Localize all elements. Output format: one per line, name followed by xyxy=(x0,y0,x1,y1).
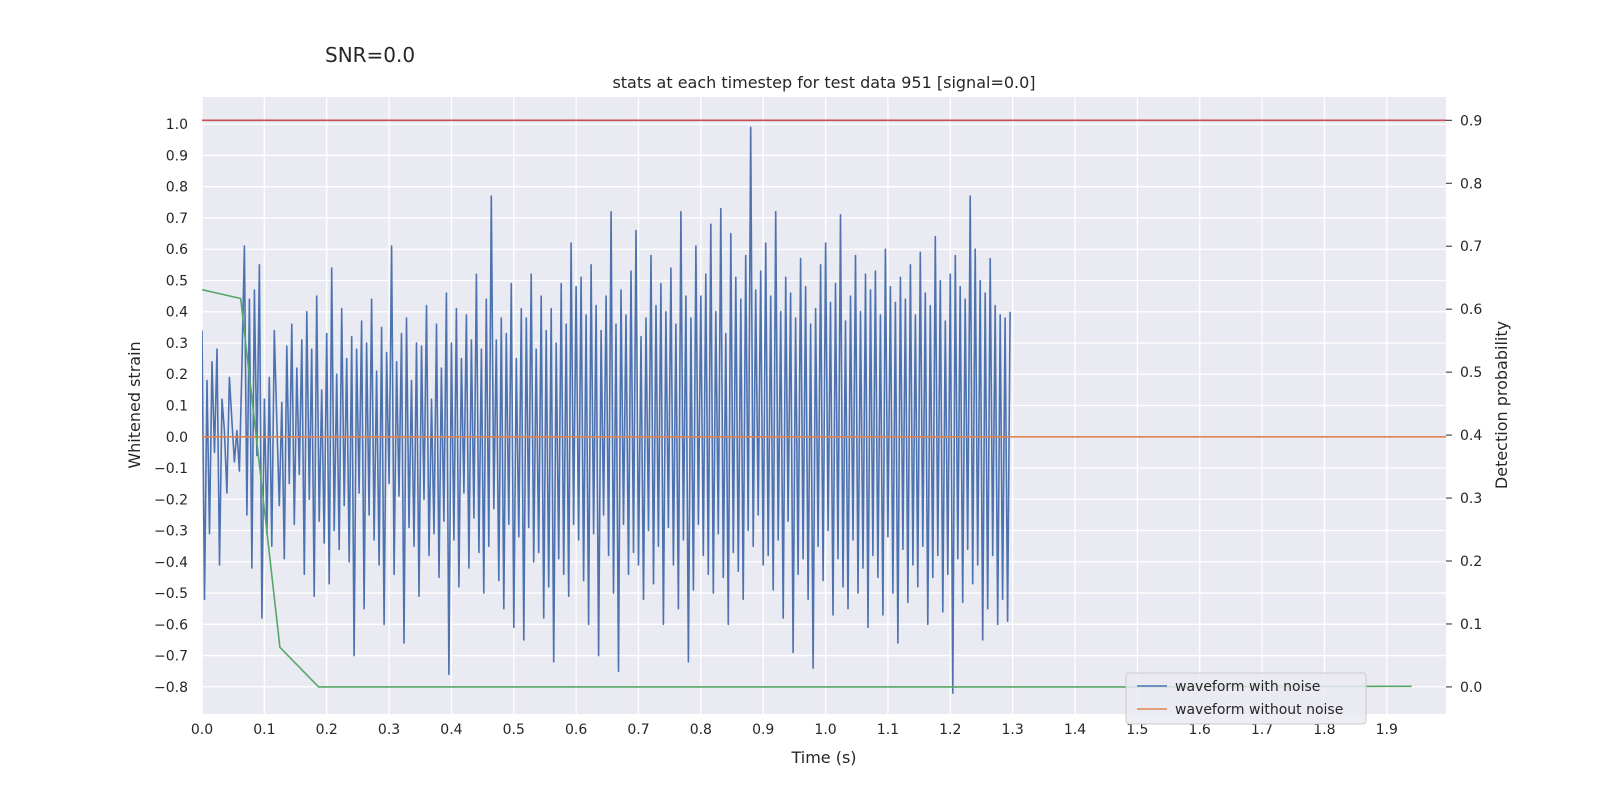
y-tick-label: 0.8 xyxy=(166,180,188,196)
y2-tick-label: 0.4 xyxy=(1460,428,1482,444)
y2-tick-label: 0.3 xyxy=(1460,491,1482,507)
y-axis-right: 0.9 0.8 0.7 0.6 0.5 0.4 0.3 0.2 0.1 0.0 xyxy=(1446,113,1482,696)
x-tick-label: 1.9 xyxy=(1376,722,1398,738)
y-tick-label: 0.9 xyxy=(166,148,188,164)
x-tick-label: 0.0 xyxy=(191,722,213,738)
x-tick-label: 1.5 xyxy=(1126,722,1148,738)
y-tick-label: −0.4 xyxy=(154,555,188,571)
y-tick-label: −0.7 xyxy=(154,649,188,665)
legend: waveform with noise waveform without noi… xyxy=(1125,672,1367,725)
y-axis-left: 1.0 0.9 0.8 0.7 0.6 0.5 0.4 0.3 0.2 0.1 0.0 −0.1 −0.… xyxy=(154,117,188,696)
y-tick-label: −0.2 xyxy=(154,492,188,508)
y-tick-label: 0.5 xyxy=(166,273,188,289)
y-tick-label: 1.0 xyxy=(166,117,188,133)
y-tick-label: −0.8 xyxy=(154,680,188,696)
y2-tick-label: 0.0 xyxy=(1460,680,1482,696)
x-tick-label: 1.6 xyxy=(1189,722,1211,738)
x-tick-label: 0.7 xyxy=(627,722,649,738)
y-tick-label: −0.5 xyxy=(154,586,188,602)
x-axis-label: Time (s) xyxy=(790,748,856,767)
y-tick-label: 0.6 xyxy=(166,242,188,258)
x-tick-label: 1.7 xyxy=(1251,722,1273,738)
x-axis: 0.0 0.1 0.2 0.3 0.4 0.5 0.6 0.7 0.8 0.9 1.0 1.1 1.2 1… xyxy=(191,722,1398,738)
legend-label-noise: waveform with noise xyxy=(1175,679,1320,695)
x-tick-label: 0.9 xyxy=(752,722,774,738)
y2-tick-label: 0.7 xyxy=(1460,239,1482,255)
x-tick-label: 1.2 xyxy=(939,722,961,738)
y2-tick-label: 0.9 xyxy=(1460,113,1482,129)
y2-axis-label: Detection probability xyxy=(1492,321,1511,489)
y2-tick-label: 0.6 xyxy=(1460,302,1482,318)
y2-tick-label: 0.5 xyxy=(1460,365,1482,381)
x-tick-label: 0.8 xyxy=(690,722,712,738)
series-noise-line xyxy=(202,126,1011,694)
y-tick-label: 0.1 xyxy=(166,399,188,415)
y2-tick-label: 0.1 xyxy=(1460,617,1482,633)
y-tick-label: −0.1 xyxy=(154,461,188,477)
chart-title: stats at each timestep for test data 951… xyxy=(612,73,1035,92)
x-tick-label: 1.8 xyxy=(1313,722,1335,738)
y-tick-label: 0.7 xyxy=(166,211,188,227)
x-tick-label: 1.1 xyxy=(877,722,899,738)
series-probability-line xyxy=(202,288,1412,688)
x-tick-label: 1.3 xyxy=(1001,722,1023,738)
grid xyxy=(201,97,1446,714)
y2-tick-label: 0.8 xyxy=(1460,176,1482,192)
x-tick-label: 0.5 xyxy=(503,722,525,738)
series-layer xyxy=(202,119,1446,694)
x-tick-label: 0.1 xyxy=(253,722,275,738)
x-tick-label: 0.6 xyxy=(565,722,587,738)
x-tick-label: 1.0 xyxy=(814,722,836,738)
y-tick-label: −0.6 xyxy=(154,617,188,633)
suptitle: SNR=0.0 xyxy=(325,43,415,67)
legend-label-clean: waveform without noise xyxy=(1175,702,1343,718)
x-tick-label: 1.4 xyxy=(1064,722,1086,738)
x-tick-label: 0.3 xyxy=(378,722,400,738)
legend-box xyxy=(1125,672,1367,725)
y-tick-label: 0.2 xyxy=(166,367,188,383)
y-axis-label: Whitened strain xyxy=(125,341,144,468)
x-tick-label: 0.4 xyxy=(440,722,462,738)
y-tick-label: 0.0 xyxy=(166,430,188,446)
y-tick-label: −0.3 xyxy=(154,524,188,540)
x-tick-label: 0.2 xyxy=(316,722,338,738)
y2-tick-label: 0.2 xyxy=(1460,554,1482,570)
y-tick-label: 0.3 xyxy=(166,336,188,352)
y-tick-label: 0.4 xyxy=(166,305,188,321)
